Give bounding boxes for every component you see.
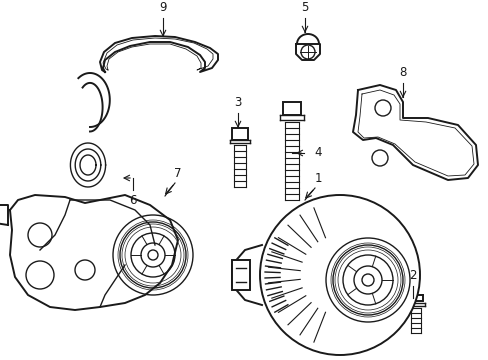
Polygon shape xyxy=(231,245,262,310)
Bar xyxy=(231,260,249,290)
Text: 2: 2 xyxy=(408,269,416,282)
Text: 1: 1 xyxy=(314,172,321,185)
Text: 7: 7 xyxy=(174,167,182,180)
Text: 8: 8 xyxy=(399,66,406,79)
Text: 6: 6 xyxy=(129,194,137,207)
Polygon shape xyxy=(352,85,477,180)
Text: 9: 9 xyxy=(159,1,166,14)
Polygon shape xyxy=(10,195,178,310)
Bar xyxy=(231,128,247,140)
Text: 4: 4 xyxy=(313,147,321,159)
Bar xyxy=(283,102,301,115)
Text: 3: 3 xyxy=(234,96,241,109)
Circle shape xyxy=(361,274,373,286)
Polygon shape xyxy=(100,36,218,72)
Polygon shape xyxy=(295,44,319,60)
Circle shape xyxy=(148,250,158,260)
Text: 5: 5 xyxy=(301,1,308,14)
Polygon shape xyxy=(0,205,8,225)
Circle shape xyxy=(260,195,419,355)
